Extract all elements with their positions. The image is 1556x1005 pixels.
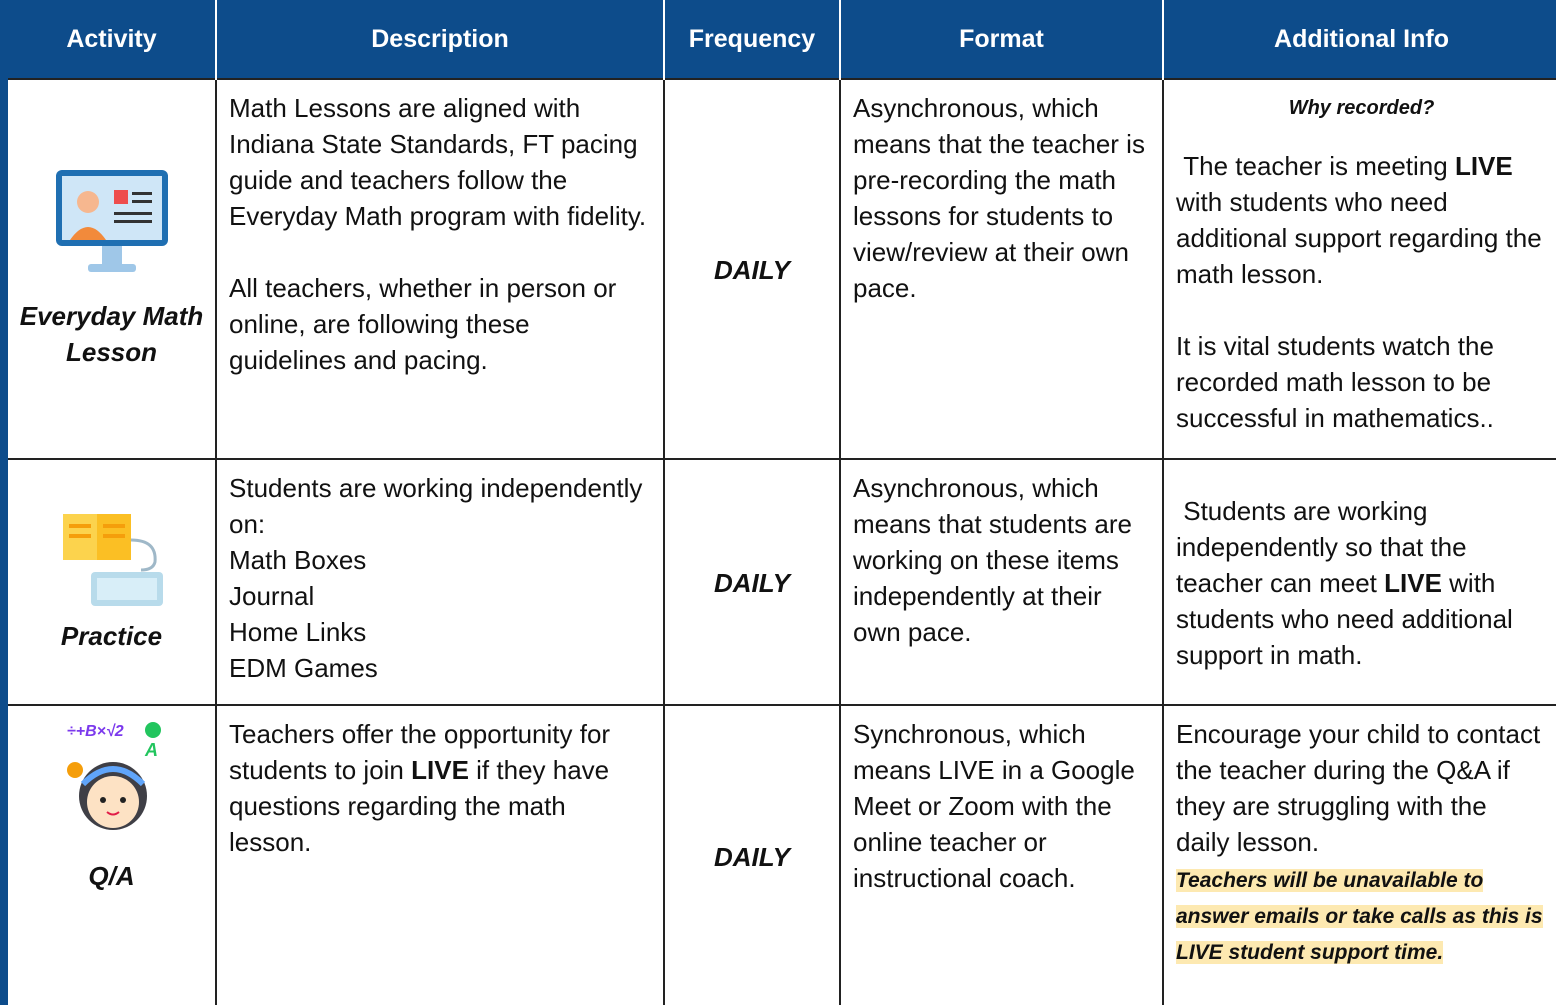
header-cell: Additional Info bbox=[1163, 0, 1556, 79]
text: Students are working independently so th… bbox=[1176, 496, 1467, 598]
paragraph: Students are working independently so th… bbox=[1176, 493, 1547, 673]
activity-label: Q/A bbox=[88, 861, 135, 891]
activity-cell: Everyday Math Lesson bbox=[0, 78, 217, 460]
header-cell: Activity bbox=[0, 0, 217, 79]
paragraph: All teachers, whether in person or onlin… bbox=[229, 273, 617, 375]
bold-text: LIVE bbox=[411, 755, 469, 785]
activity-label: Everyday Math Lesson bbox=[19, 301, 204, 367]
info-cell: Students are working independently so th… bbox=[1162, 458, 1556, 706]
student-icon: ÷+B×√2 A bbox=[66, 722, 161, 830]
svg-text:÷+B×√2: ÷+B×√2 bbox=[67, 723, 124, 740]
paragraph: It is vital students watch the recorded … bbox=[1176, 331, 1494, 433]
text: The teacher is meeting bbox=[1183, 151, 1448, 181]
frequency-cell: DAILY bbox=[663, 704, 841, 1005]
description-cell: Students are working independently on: M… bbox=[215, 458, 665, 706]
description-cell: Teachers offer the opportunity for stude… bbox=[215, 704, 665, 1005]
row: Everyday Math Lesson Math Lessons are al… bbox=[0, 78, 1556, 460]
header-cell: Format bbox=[840, 0, 1164, 79]
info-heading: Why recorded? bbox=[1288, 97, 1435, 119]
header-row: Activity Description Frequency Format Ad… bbox=[0, 0, 1556, 79]
row: Practice Students are working independen… bbox=[0, 458, 1556, 706]
text: with students who need additional suppor… bbox=[1176, 568, 1513, 670]
text: Teachers offer the opportunity for stude… bbox=[229, 719, 611, 785]
description-cell: Math Lessons are aligned with Indiana St… bbox=[215, 78, 665, 460]
line: Students are working independently on: bbox=[229, 473, 643, 539]
bold-text: LIVE bbox=[1384, 568, 1442, 598]
info-cell: Why recorded? The teacher is meeting LIV… bbox=[1162, 78, 1556, 460]
header-cell: Description bbox=[216, 0, 665, 79]
format-cell: Asynchronous, which means that the teach… bbox=[839, 78, 1164, 460]
line: EDM Games bbox=[229, 653, 378, 683]
text: with students who need additional suppor… bbox=[1176, 187, 1542, 289]
svg-text:A: A bbox=[144, 740, 158, 760]
header-cell: Frequency bbox=[664, 0, 841, 79]
frequency-cell: DAILY bbox=[663, 78, 841, 460]
info-cell: Encourage your child to contact the teac… bbox=[1162, 704, 1556, 1005]
paragraph: The teacher is meeting LIVE with student… bbox=[1176, 148, 1547, 292]
bold-text: LIVE bbox=[1454, 151, 1513, 181]
format-cell: Asynchronous, which means that students … bbox=[839, 458, 1164, 706]
highlighted-note: Teachers will be unavailable to answer e… bbox=[1176, 869, 1543, 964]
text: if they have questions regarding the mat… bbox=[229, 755, 610, 857]
line: Math Boxes bbox=[229, 545, 367, 575]
activity-cell: ÷+B×√2 A Q/A bbox=[0, 704, 217, 1005]
computer-icon bbox=[55, 170, 168, 272]
book-icon bbox=[62, 514, 163, 606]
activity-cell: Practice bbox=[0, 458, 217, 706]
frequency-cell: DAILY bbox=[663, 458, 841, 706]
paragraph: Encourage your child to contact the teac… bbox=[1176, 719, 1541, 857]
format-cell: Synchronous, which means LIVE in a Googl… bbox=[839, 704, 1164, 1005]
paragraph: Teachers offer the opportunity for stude… bbox=[229, 716, 651, 860]
activity-label: Practice bbox=[60, 621, 163, 651]
row: ÷+B×√2 A Q/A Teachers offer the opportuni… bbox=[0, 704, 1556, 1005]
line: Home Links bbox=[229, 617, 367, 647]
line: Journal bbox=[229, 581, 315, 611]
paragraph: Math Lessons are aligned with Indiana St… bbox=[229, 93, 647, 231]
